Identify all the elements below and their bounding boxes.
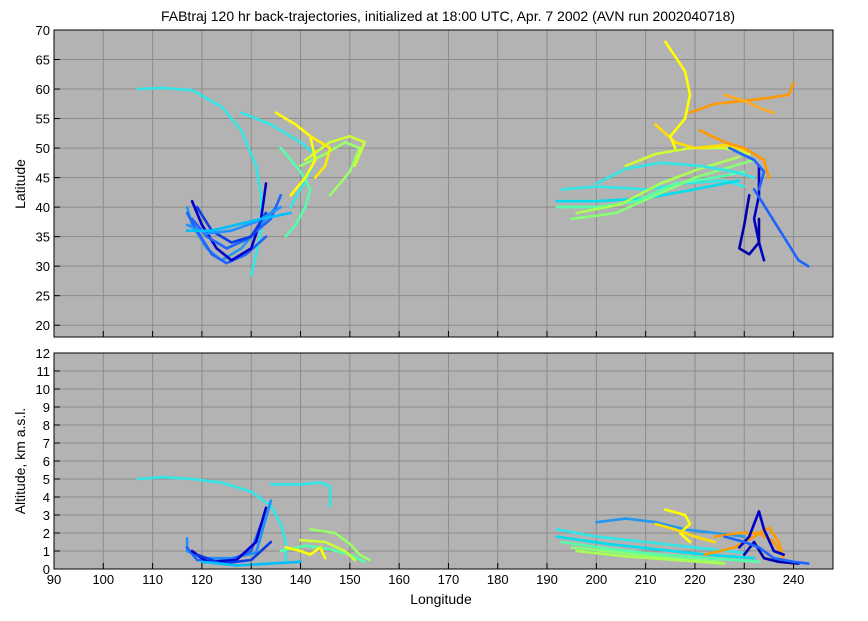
bottom-ytick-label-11: 11	[37, 364, 51, 379]
bottom-ytick-label-1: 1	[43, 544, 50, 559]
top-trajectory-28	[752, 188, 810, 268]
bottom-xtick-label-4: 130	[240, 572, 262, 587]
bottom-xtick-label-1: 100	[92, 572, 114, 587]
top-ytick-label-8: 60	[36, 82, 50, 97]
bottom-trajectory-6	[200, 560, 302, 567]
bottom-trajectory-9	[299, 538, 357, 562]
top-trajectory-29	[728, 146, 766, 191]
top-trajectory-17	[570, 158, 756, 221]
top-trajectory-9	[279, 146, 312, 238]
top-trajectory-8	[185, 211, 293, 232]
top-ytick-label-6: 50	[36, 141, 50, 156]
bottom-trajectory-16	[594, 517, 746, 538]
bottom-trajectory-21	[737, 510, 786, 556]
bottom-trajectory-18	[654, 522, 717, 544]
top-plot-area	[54, 30, 833, 337]
top-trajectory-11	[304, 135, 366, 168]
bottom-ylabel: Altitude, km a.s.l.	[12, 408, 28, 515]
bottom-ytick-label-10: 10	[36, 382, 50, 397]
top-ytick-label-2: 30	[36, 259, 50, 274]
bottom-xtick-label-7: 160	[388, 572, 410, 587]
top-trajectory-16	[555, 170, 746, 209]
bottom-trajectory-12	[555, 535, 756, 560]
bottom-ytick-label-7: 7	[43, 436, 50, 451]
bottom-xtick-label-10: 190	[536, 572, 558, 587]
bottom-xtick-label-0: 90	[47, 572, 61, 587]
bottom-xtick-label-5: 140	[290, 572, 312, 587]
chart-title: FABtraj 120 hr back-trajectories, initia…	[161, 8, 735, 24]
top-trajectory-13	[309, 135, 332, 179]
bottom-xtick-label-2: 110	[142, 572, 163, 587]
bottom-xtick-label-6: 150	[339, 572, 361, 587]
latitude-map-panel: 20 25 30 35 40 45 50 55 60 65 70	[36, 23, 834, 338]
bottom-trajectory-10	[284, 546, 327, 560]
top-trajectory-12	[274, 111, 317, 197]
top-trajectory-18	[575, 155, 741, 215]
bottom-ytick-label-4: 4	[43, 490, 50, 505]
bottom-xtick-label-15: 240	[783, 572, 805, 587]
bottom-trajectory-5	[195, 540, 273, 565]
bottom-ytick-label-6: 6	[43, 454, 50, 469]
top-ytick-label-7: 55	[36, 112, 50, 127]
bottom-ytick-label-0: 0	[43, 562, 50, 577]
bottom-trajectory-4	[190, 506, 268, 564]
bottom-trajectory-13	[560, 540, 761, 564]
bottom-ytick-label-3: 3	[43, 508, 50, 523]
bottom-ytick-label-8: 8	[43, 418, 50, 433]
bottom-trajectory-11	[555, 528, 746, 555]
top-ytick-label-9: 65	[36, 53, 50, 68]
bottom-trajectory-7	[279, 544, 366, 564]
bottom-trajectory-22	[742, 540, 800, 565]
bottom-ytick-label-9: 9	[43, 400, 50, 415]
top-trajectory-24	[698, 129, 771, 179]
bottom-trajectory-15	[575, 549, 726, 565]
top-trajectory-25	[723, 93, 776, 114]
bottom-ytick-label-2: 2	[43, 526, 50, 541]
top-trajectory-19	[594, 161, 756, 185]
bottom-xtick-label-13: 220	[684, 572, 706, 587]
bottom-xtick-label-12: 210	[635, 572, 657, 587]
top-trajectory-21	[654, 123, 751, 153]
top-trajectory-6	[195, 205, 268, 244]
bottom-ytick-label-12: 12	[36, 346, 50, 361]
bottom-xtick-label-14: 230	[733, 572, 755, 587]
top-trajectory-10	[299, 140, 362, 197]
top-ytick-label-1: 25	[36, 289, 50, 304]
bottom-trajectory-14	[570, 546, 721, 564]
bottom-trajectory-19	[703, 526, 786, 562]
bottom-trajectory-1	[269, 481, 332, 508]
top-ytick-label-10: 70	[36, 23, 50, 38]
bottom-xtick-label-8: 170	[438, 572, 460, 587]
bottom-ytick-label-5: 5	[43, 472, 50, 487]
top-trajectory-23	[688, 81, 795, 114]
bottom-xtick-label-3: 120	[191, 572, 213, 587]
top-series-group	[136, 40, 810, 277]
bottom-trajectory-17	[664, 508, 692, 544]
top-trajectory-27	[737, 194, 761, 256]
bottom-xtick-label-11: 200	[585, 572, 607, 587]
bottom-xtick-label-9: 180	[487, 572, 509, 587]
top-ytick-label-3: 35	[36, 230, 50, 245]
top-trajectory-15	[555, 179, 741, 203]
bottom-series-group	[136, 475, 810, 567]
bottom-trajectory-8	[309, 528, 371, 562]
top-ytick-label-5: 45	[36, 171, 50, 186]
bottom-trajectory-23	[723, 535, 810, 565]
bottom-trajectory-0	[136, 475, 288, 562]
top-ytick-label-0: 20	[36, 318, 50, 333]
top-trajectory-22	[664, 40, 692, 150]
top-ylabel: Latitude	[12, 159, 28, 209]
top-ytick-label-4: 40	[36, 200, 50, 215]
bottom-xlabel: Longitude	[410, 591, 472, 607]
bottom-trajectory-20	[713, 531, 786, 558]
top-frame	[53, 29, 834, 338]
